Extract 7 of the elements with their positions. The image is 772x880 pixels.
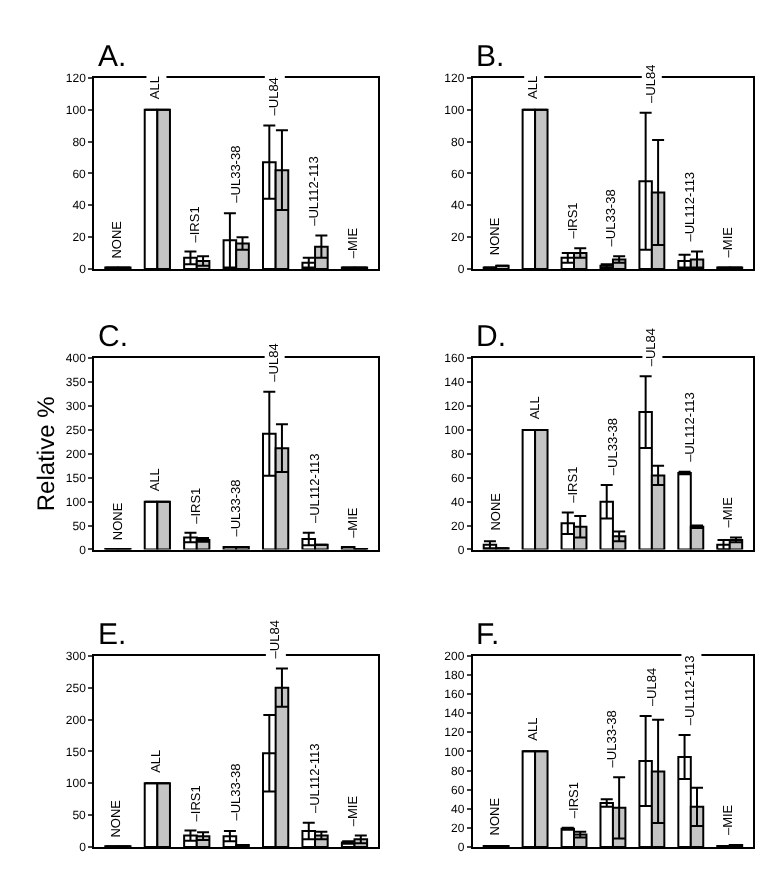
chart-title: E. (98, 618, 127, 652)
chart-title: F. (476, 618, 500, 652)
chart-title: C. (98, 320, 128, 354)
chart-title: B. (476, 40, 505, 74)
chart-title: A. (98, 40, 127, 74)
y-axis-title: Relative % (32, 395, 61, 512)
chart-title: D. (476, 320, 506, 354)
